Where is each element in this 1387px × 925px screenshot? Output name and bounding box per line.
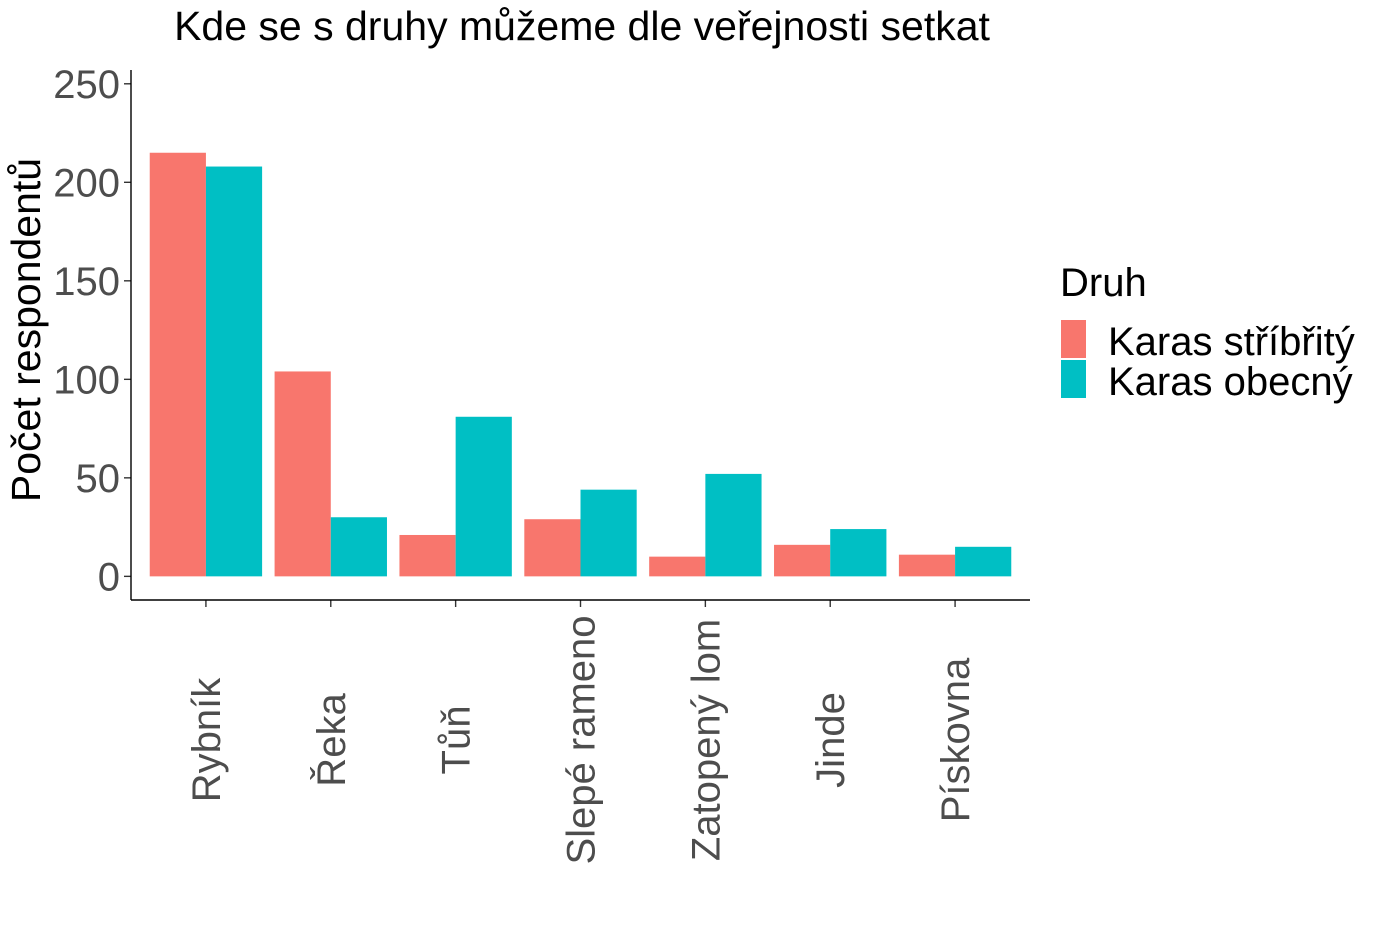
x-tick-label: Slepé rameno bbox=[560, 615, 604, 864]
bar-series-2 bbox=[955, 546, 1012, 577]
y-tick-label: 0 bbox=[98, 555, 120, 599]
x-tick-label: Tůň bbox=[435, 706, 479, 775]
x-tick-label: Jinde bbox=[809, 692, 853, 788]
y-tick-label: 200 bbox=[53, 161, 120, 205]
bar-series-1 bbox=[524, 519, 581, 577]
bar-series-2 bbox=[455, 416, 512, 577]
bar-series-1 bbox=[774, 544, 831, 577]
bars-group bbox=[149, 152, 1012, 577]
bar-series-2 bbox=[205, 166, 263, 577]
chart-title: Kde se s druhy můžeme dle veřejnosti set… bbox=[174, 3, 990, 49]
y-axis-ticks: 0 50 100 150 200 250 bbox=[53, 63, 131, 599]
bar-series-1 bbox=[649, 556, 706, 577]
x-axis-ticks: Rybník Řeka Tůň Slepé rameno Zatopený lom Jin… bbox=[185, 600, 978, 865]
legend-label: Karas stříbřitý bbox=[1108, 320, 1355, 364]
bar-series-1 bbox=[898, 554, 956, 577]
bar-series-2 bbox=[330, 517, 387, 577]
y-tick-label: 100 bbox=[53, 358, 120, 402]
bar-series-2 bbox=[580, 489, 637, 577]
x-tick-label: Řeka bbox=[309, 693, 354, 787]
bar-series-1 bbox=[149, 152, 206, 577]
y-tick-label: 50 bbox=[76, 457, 121, 501]
legend-title: Druh bbox=[1060, 261, 1147, 305]
x-tick-label: Pískovna bbox=[934, 657, 978, 822]
legend-key bbox=[1061, 320, 1086, 358]
x-tick-label: Zatopený lom bbox=[684, 619, 728, 861]
bar-series-2 bbox=[705, 473, 762, 577]
legend-label: Karas obecný bbox=[1108, 360, 1353, 404]
y-tick-label: 250 bbox=[53, 63, 120, 107]
legend-key bbox=[1061, 360, 1086, 398]
bar-series-1 bbox=[274, 371, 331, 577]
y-tick-label: 150 bbox=[53, 260, 120, 304]
y-axis-title: Počet respondentů bbox=[3, 158, 49, 502]
bar-series-1 bbox=[399, 534, 456, 577]
x-tick-label: Rybník bbox=[185, 677, 229, 802]
bar-series-2 bbox=[830, 529, 887, 577]
